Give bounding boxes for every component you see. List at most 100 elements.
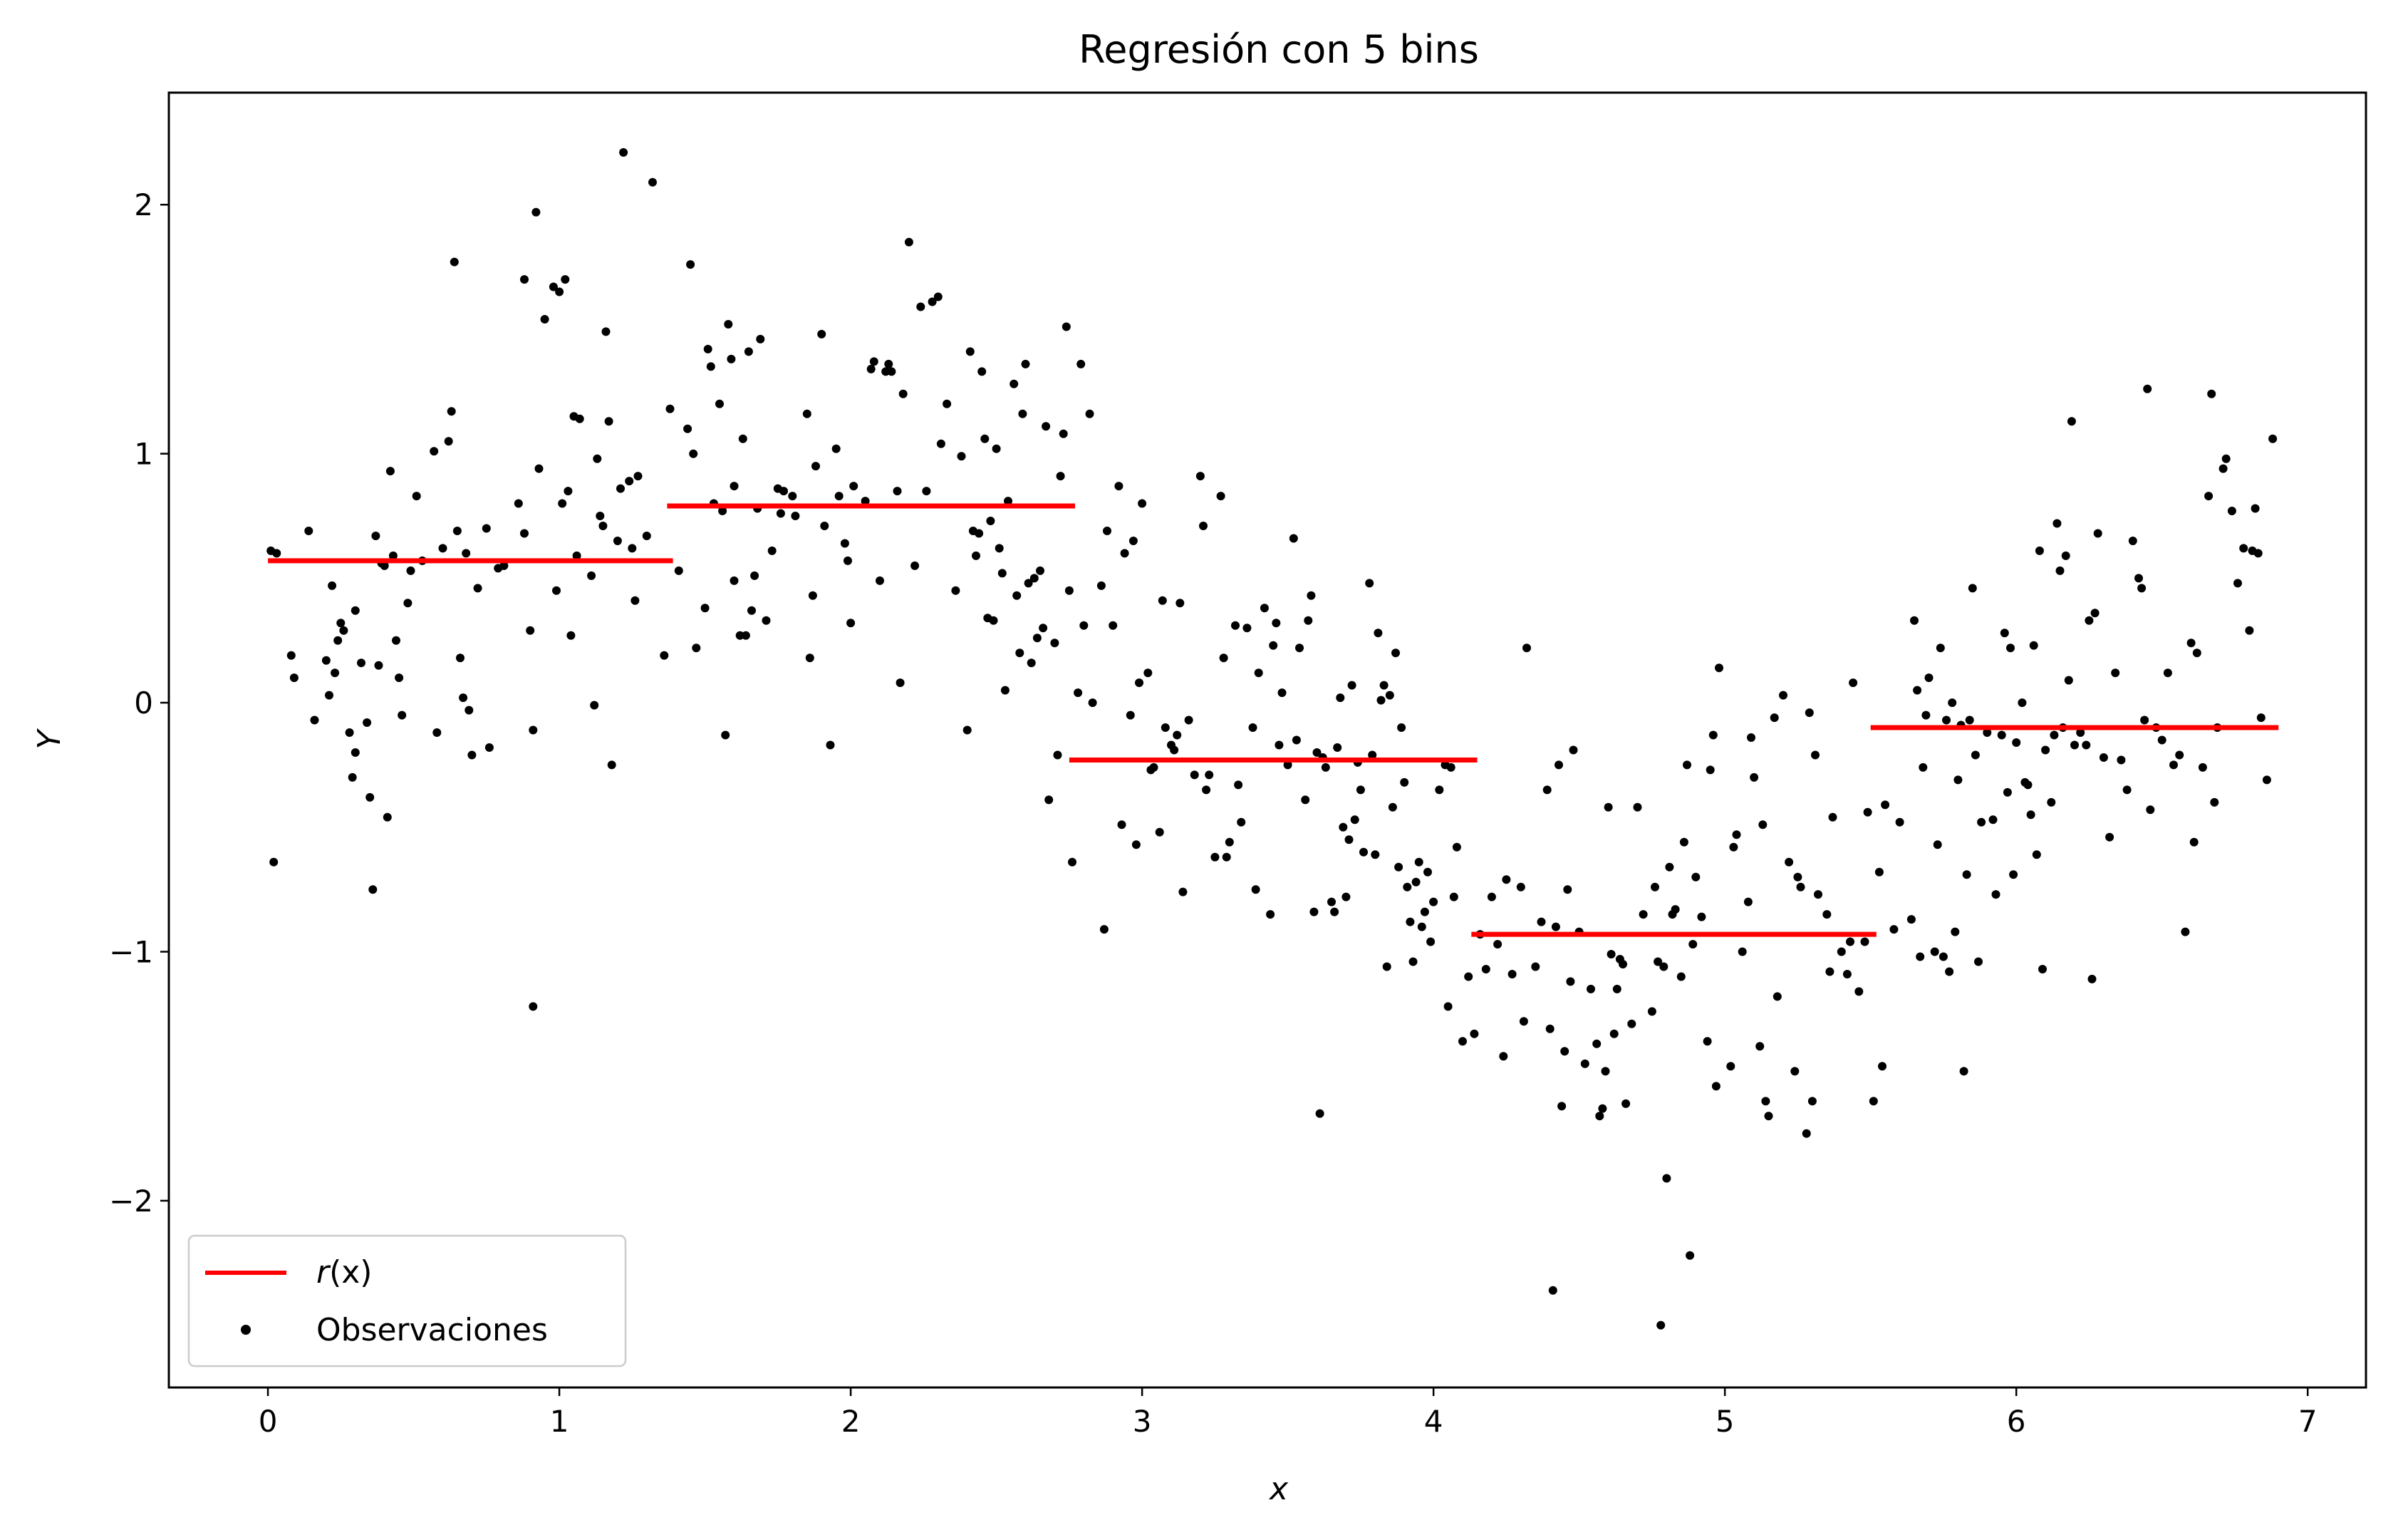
data-point-144 <box>898 389 908 398</box>
data-point-425 <box>2000 629 2009 638</box>
data-point-195 <box>1096 581 1106 590</box>
data-point-134 <box>849 482 858 491</box>
data-point-453 <box>2093 529 2102 538</box>
data-point-18 <box>357 658 365 668</box>
data-point-44 <box>459 693 468 703</box>
data-point-479 <box>2218 464 2228 473</box>
data-point-409 <box>1945 967 1954 976</box>
data-point-438 <box>2041 745 2050 755</box>
data-point-292 <box>1446 763 1455 772</box>
data-point-28 <box>388 551 398 560</box>
data-point-225 <box>1216 492 1225 501</box>
data-point-183 <box>1050 639 1059 648</box>
data-point-33 <box>406 566 415 575</box>
data-point-440 <box>2050 730 2059 740</box>
data-point-163 <box>986 517 995 525</box>
y-tick-label-1: −1 <box>109 935 153 970</box>
data-point-203 <box>1128 537 1138 545</box>
data-point-201 <box>1120 549 1129 558</box>
x-tick-label-4: 4 <box>1424 1404 1443 1439</box>
data-point-327 <box>1604 802 1613 812</box>
data-point-393 <box>1878 1062 1887 1071</box>
data-point-253 <box>1321 763 1330 772</box>
data-point-172 <box>1015 648 1024 658</box>
data-point-251 <box>1315 1109 1324 1118</box>
data-point-114 <box>756 334 765 343</box>
data-point-420 <box>1977 817 1986 827</box>
data-point-12 <box>336 619 346 628</box>
data-point-193 <box>1085 409 1094 418</box>
data-point-405 <box>1933 840 1942 849</box>
data-point-480 <box>2221 454 2231 463</box>
data-point-143 <box>896 678 905 688</box>
data-point-385 <box>1842 970 1852 978</box>
data-point-411 <box>1951 927 1960 936</box>
data-point-189 <box>1068 857 1076 867</box>
data-point-310 <box>1542 785 1552 795</box>
x-tick-label-0: 0 <box>259 1404 278 1439</box>
data-point-437 <box>2038 965 2047 973</box>
data-point-39 <box>444 437 453 446</box>
data-point-43 <box>456 653 465 663</box>
data-point-32 <box>403 599 412 608</box>
data-point-415 <box>1962 870 1971 879</box>
data-point-338 <box>1651 882 1659 891</box>
data-point-16 <box>351 606 360 615</box>
data-point-427 <box>2006 643 2015 653</box>
data-point-452 <box>2090 609 2100 618</box>
data-point-254 <box>1327 897 1336 906</box>
data-point-459 <box>2128 537 2137 545</box>
data-point-318 <box>1566 977 1575 986</box>
data-point-444 <box>2061 551 2070 560</box>
data-point-348 <box>1683 760 1691 770</box>
data-point-260 <box>1344 835 1354 844</box>
data-point-280 <box>1406 917 1415 926</box>
data-point-112 <box>750 571 759 580</box>
data-point-277 <box>1397 723 1406 732</box>
data-point-56 <box>526 626 535 635</box>
data-point-123 <box>805 653 814 663</box>
data-point-352 <box>1697 912 1706 921</box>
data-point-204 <box>1131 840 1141 849</box>
data-point-466 <box>2157 735 2166 745</box>
data-point-297 <box>1470 1029 1479 1038</box>
data-point-131 <box>840 539 849 548</box>
data-point-220 <box>1195 472 1205 481</box>
data-point-325 <box>1598 1104 1607 1113</box>
legend-label-fit-suffix: (x) <box>329 1254 372 1291</box>
plot-frame <box>167 91 2367 1389</box>
data-point-339 <box>1654 957 1663 966</box>
data-point-377 <box>1805 708 1814 718</box>
data-point-90 <box>665 404 675 413</box>
data-point-221 <box>1199 522 1208 530</box>
data-point-87 <box>642 532 651 540</box>
data-point-110 <box>744 347 753 356</box>
data-point-57 <box>529 725 538 735</box>
data-point-291 <box>1443 1002 1453 1011</box>
data-point-472 <box>2189 837 2199 847</box>
data-point-29 <box>392 636 400 645</box>
data-point-345 <box>1671 905 1680 914</box>
data-point-27 <box>385 467 395 476</box>
data-point-246 <box>1301 795 1310 805</box>
data-point-138 <box>876 576 884 585</box>
data-point-270 <box>1376 696 1386 705</box>
data-point-115 <box>762 616 771 625</box>
data-point-63 <box>552 586 561 595</box>
data-point-408 <box>1942 715 1951 725</box>
data-point-187 <box>1062 322 1071 331</box>
data-point-50 <box>484 743 494 752</box>
data-point-410 <box>1948 698 1957 708</box>
data-point-268 <box>1371 850 1380 859</box>
data-point-194 <box>1088 698 1097 708</box>
data-point-180 <box>1039 624 1048 633</box>
data-point-362 <box>1743 897 1753 906</box>
data-point-104 <box>727 354 736 363</box>
data-point-160 <box>977 367 987 376</box>
data-point-286 <box>1423 867 1432 877</box>
legend-label-points: Observaciones <box>316 1312 548 1348</box>
data-point-132 <box>844 556 852 565</box>
data-point-147 <box>916 302 925 311</box>
data-point-432 <box>2023 780 2033 790</box>
data-point-354 <box>1706 765 1715 775</box>
